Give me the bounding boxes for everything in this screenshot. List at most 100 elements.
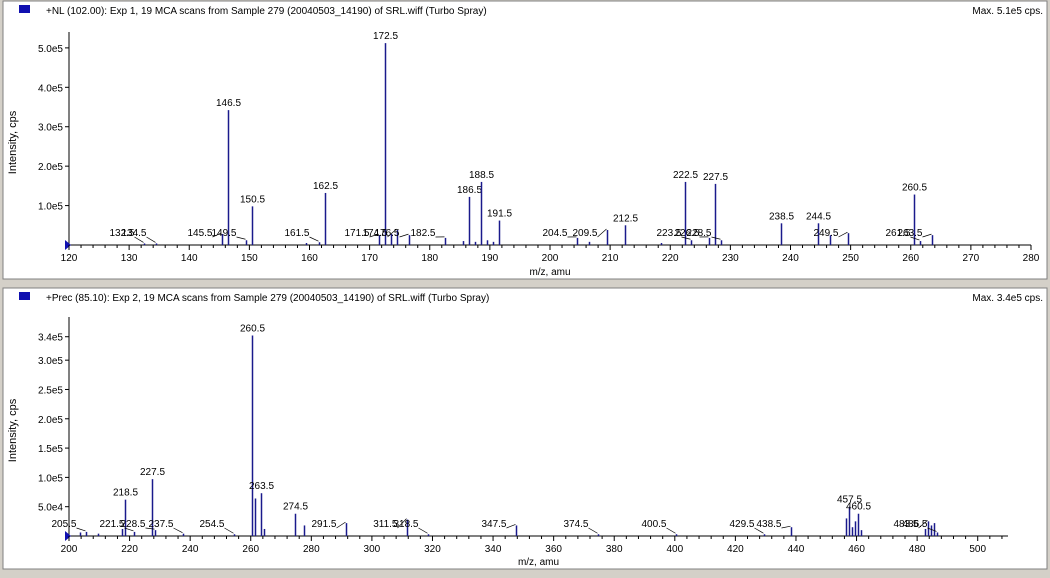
peak-label: 146.5 [216, 98, 241, 109]
peak-label: 227.5 [703, 172, 728, 183]
y-axis-label: Intensity, cps [7, 110, 19, 174]
y-tick-label: 5.0e5 [38, 44, 63, 55]
x-tick-label: 190 [482, 253, 499, 264]
x-tick-label: 230 [722, 253, 739, 264]
panel-title: +NL (102.00): Exp 1, 19 MCA scans from S… [46, 6, 487, 17]
peak-label: 228.5 [120, 519, 145, 530]
x-tick-label: 420 [727, 544, 744, 555]
x-tick-label: 150 [241, 253, 258, 264]
x-tick-label: 280 [303, 544, 320, 555]
peak-label: 134.5 [121, 228, 146, 239]
peak-label: 260.5 [240, 324, 265, 335]
x-tick-label: 130 [121, 253, 138, 264]
x-tick-label: 280 [1023, 253, 1040, 264]
peak-label: 254.5 [199, 519, 224, 530]
x-tick-label: 500 [969, 544, 986, 555]
x-tick-label: 340 [485, 544, 502, 555]
max-intensity-label: Max. 5.1e5 cps. [972, 6, 1043, 17]
x-tick-label: 270 [963, 253, 980, 264]
peak-label: 145.5 [187, 228, 212, 239]
peak-label: 438.5 [756, 519, 781, 530]
spectrum-panel-2: +Prec (85.10): Exp 2, 19 MCA scans from … [3, 288, 1047, 569]
peak-label: 263.5 [897, 228, 922, 239]
peak-label: 212.5 [613, 213, 638, 224]
x-tick-label: 440 [788, 544, 805, 555]
peak-label: 260.5 [902, 183, 927, 194]
x-tick-label: 400 [666, 544, 683, 555]
y-axis-label: Intensity, cps [7, 398, 19, 462]
x-tick-label: 260 [242, 544, 259, 555]
x-tick-label: 170 [361, 253, 378, 264]
peak-label: 172.5 [373, 31, 398, 42]
y-tick-label: 5.0e4 [38, 503, 63, 514]
peak-label: 222.5 [673, 170, 698, 181]
peak-label: 460.5 [846, 502, 871, 513]
x-tick-label: 200 [542, 253, 559, 264]
y-tick-label: 3.0e5 [38, 123, 63, 134]
peak-label: 205.5 [51, 519, 76, 530]
peak-label: 318.5 [393, 519, 418, 530]
x-axis-label: m/z, amu [518, 557, 559, 568]
peak-label: 186.5 [457, 185, 482, 196]
x-tick-label: 240 [782, 253, 799, 264]
x-tick-label: 220 [662, 253, 679, 264]
peak-label: 204.5 [542, 228, 567, 239]
x-tick-label: 250 [842, 253, 859, 264]
peak-label: 238.5 [769, 211, 794, 222]
y-tick-label: 2.0e5 [38, 415, 63, 426]
peak-label: 191.5 [487, 209, 512, 220]
x-tick-label: 120 [61, 253, 78, 264]
x-tick-label: 210 [602, 253, 619, 264]
y-tick-label: 1.5e5 [38, 444, 63, 455]
x-tick-label: 320 [424, 544, 441, 555]
y-tick-label: 1.0e5 [38, 202, 63, 213]
x-axis-label: m/z, amu [529, 267, 570, 278]
max-intensity-label: Max. 3.4e5 cps. [972, 293, 1043, 304]
peak-label: 249.5 [813, 228, 838, 239]
peak-label: 374.5 [563, 519, 588, 530]
x-tick-label: 380 [606, 544, 623, 555]
y-tick-label: 4.0e5 [38, 83, 63, 94]
peak-label: 149.5 [211, 228, 236, 239]
peak-label: 244.5 [806, 211, 831, 222]
panel-title: +Prec (85.10): Exp 2, 19 MCA scans from … [46, 293, 489, 304]
peak-label: 263.5 [249, 481, 274, 492]
y-tick-label: 1.0e5 [38, 473, 63, 484]
x-tick-label: 480 [909, 544, 926, 555]
peak-label: 218.5 [113, 488, 138, 499]
y-tick-label: 2.0e5 [38, 162, 63, 173]
x-tick-label: 140 [181, 253, 198, 264]
peak-label: 237.5 [148, 519, 173, 530]
peak-label: 291.5 [311, 519, 336, 530]
peak-label: 274.5 [283, 502, 308, 513]
peak-label: 209.5 [572, 228, 597, 239]
peak-label: 188.5 [469, 170, 494, 181]
y-tick-label: 3.0e5 [38, 356, 63, 367]
x-tick-label: 180 [421, 253, 438, 264]
peak-label: 162.5 [313, 181, 338, 192]
peak-label: 161.5 [284, 228, 309, 239]
x-tick-label: 200 [61, 544, 78, 555]
peak-label: 347.5 [481, 519, 506, 530]
x-tick-label: 220 [121, 544, 138, 555]
peak-label: 227.5 [140, 467, 165, 478]
x-tick-label: 240 [182, 544, 199, 555]
spectrum-panel-1: +NL (102.00): Exp 1, 19 MCA scans from S… [3, 1, 1047, 279]
x-tick-label: 460 [848, 544, 865, 555]
peak-label: 228.5 [686, 228, 711, 239]
x-tick-label: 360 [545, 544, 562, 555]
legend-marker-icon [19, 5, 30, 13]
x-tick-label: 260 [902, 253, 919, 264]
y-tick-label: 2.5e5 [38, 385, 63, 396]
x-tick-label: 300 [364, 544, 381, 555]
x-tick-label: 160 [301, 253, 318, 264]
peak-label: 429.5 [729, 519, 754, 530]
peak-label: 486.5 [902, 519, 927, 530]
peak-label: 176.5 [374, 228, 399, 239]
peak-label: 182.5 [410, 228, 435, 239]
peak-label: 150.5 [240, 194, 265, 205]
legend-marker-icon [19, 292, 30, 300]
peak-label: 400.5 [641, 519, 666, 530]
